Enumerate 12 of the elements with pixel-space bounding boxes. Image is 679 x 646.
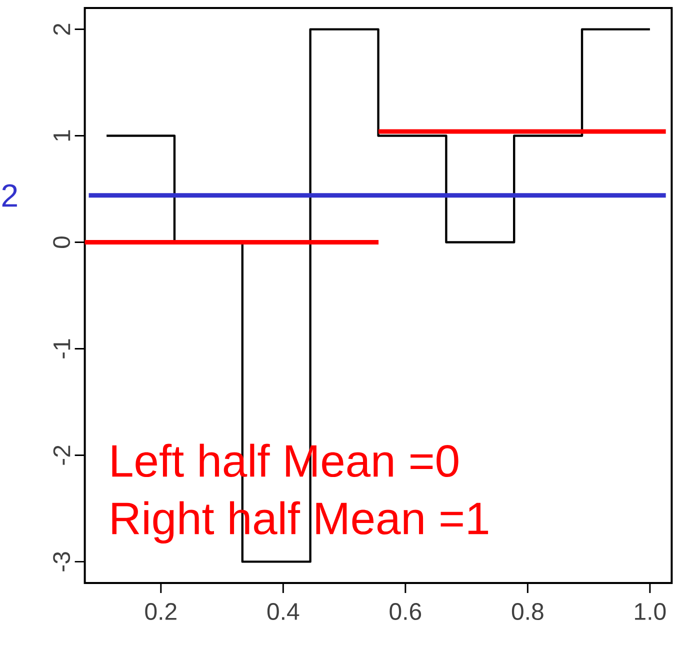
x-tick-label: 0.4 [267, 603, 300, 620]
y-tick-label: 0 [53, 236, 70, 248]
x-tick-label: 0.8 [512, 603, 544, 620]
x-tick-label: 1.0 [635, 603, 666, 620]
y-tick-label: -3 [53, 552, 70, 572]
y-tick-label: -1 [54, 339, 70, 358]
y-tick-label: 1 [54, 130, 70, 141]
x-tick-label: 0.2 [145, 603, 176, 620]
text: 2 [2, 184, 17, 207]
x-tick-label: 0.6 [390, 603, 422, 620]
y-tick-label: 2 [53, 24, 70, 35]
y-tick-label: -2 [53, 446, 70, 465]
